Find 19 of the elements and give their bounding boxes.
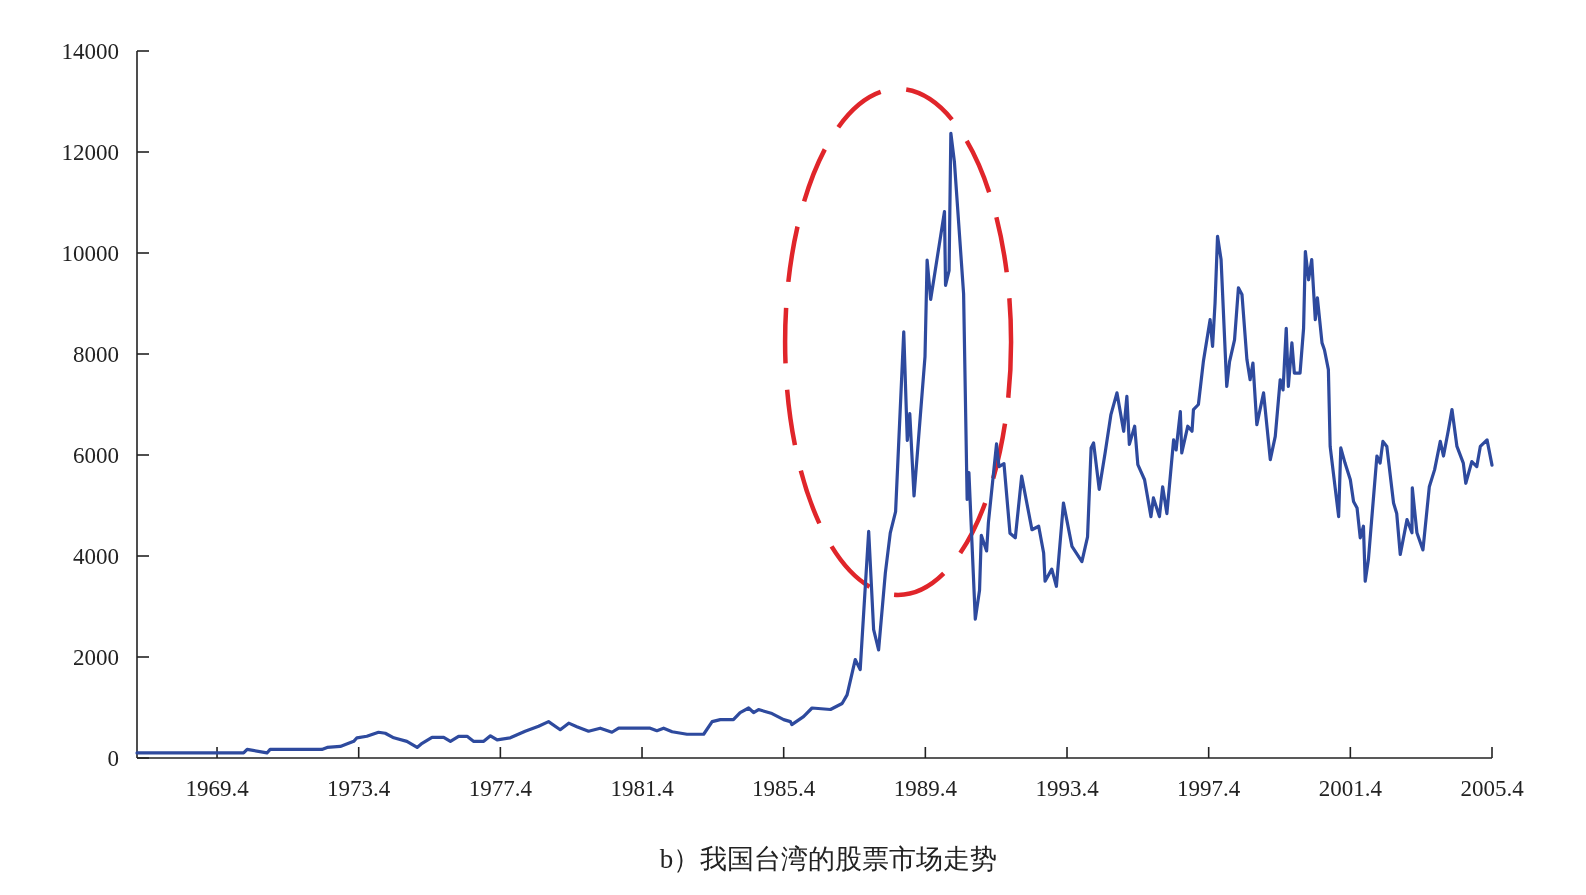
x-tick-label: 1989.4 xyxy=(893,776,958,801)
x-tick-label: 1993.4 xyxy=(1035,776,1100,801)
x-tick-label: 1981.4 xyxy=(610,776,675,801)
x-tick-label: 1977.4 xyxy=(468,776,533,801)
x-tick-label: 2005.4 xyxy=(1460,776,1525,801)
x-tick-label: 2001.4 xyxy=(1318,776,1383,801)
x-tick-label: 1985.4 xyxy=(752,776,816,801)
y-tick-label: 8000 xyxy=(73,342,119,367)
y-tick-label: 0 xyxy=(107,746,119,771)
y-tick-label: 6000 xyxy=(73,443,119,468)
y-tick-label: 2000 xyxy=(73,645,119,670)
x-tick-label: 1997.4 xyxy=(1177,776,1241,801)
y-tick-label: 12000 xyxy=(61,140,119,165)
y-tick-label: 14000 xyxy=(61,39,119,64)
y-tick-label: 10000 xyxy=(61,241,119,266)
y-tick-label: 4000 xyxy=(73,544,119,569)
text: b）我国台湾的股票市场走势 xyxy=(659,844,998,874)
x-tick-label: 1973.4 xyxy=(327,776,391,801)
x-tick-label: 1969.4 xyxy=(185,776,250,801)
